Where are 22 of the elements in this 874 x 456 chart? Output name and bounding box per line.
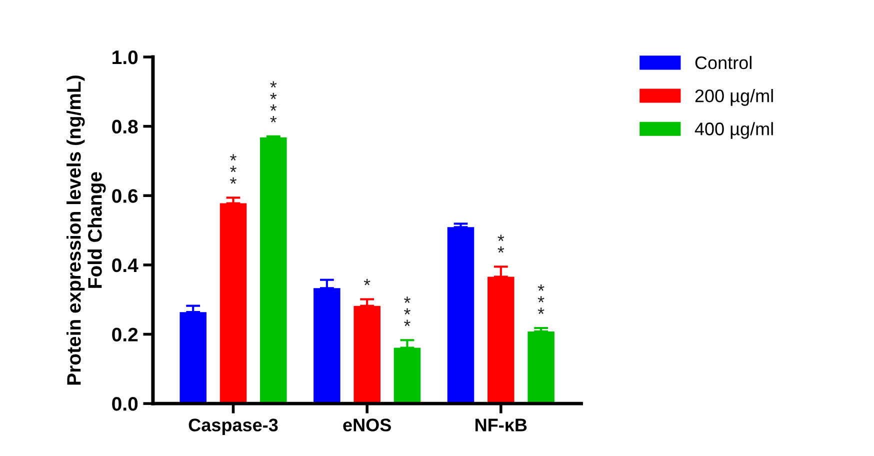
data-label: *	[364, 278, 370, 286]
data-label: ***	[404, 296, 410, 326]
bar	[528, 331, 554, 404]
bar	[447, 227, 474, 404]
legend-label: 400 µg/ml	[694, 122, 773, 139]
y-tick-label: 0.8	[112, 120, 138, 134]
x-tick-label: NF-κB	[476, 418, 527, 432]
bar	[260, 137, 287, 404]
data-label: ****	[270, 81, 277, 122]
y-axis-title: Protein expression levels (ng/mL) Fold Change	[66, 76, 106, 385]
data-label: ***	[230, 154, 236, 184]
legend-label: 200 µg/ml	[695, 89, 773, 106]
y-tick-label: 0.0	[112, 397, 138, 411]
data-label: ***	[538, 284, 544, 314]
x-tick-label: eNOS	[343, 418, 391, 432]
x-tick-label: Caspase-3	[188, 418, 278, 435]
y-tick-label: 0.4	[112, 258, 138, 272]
y-tick-label: 1.0	[112, 50, 138, 64]
y-tick-label: 0.6	[112, 189, 138, 203]
legend-label: Control	[695, 56, 752, 70]
y-tick-label: 0.2	[112, 328, 138, 342]
data-label: **	[498, 234, 504, 253]
